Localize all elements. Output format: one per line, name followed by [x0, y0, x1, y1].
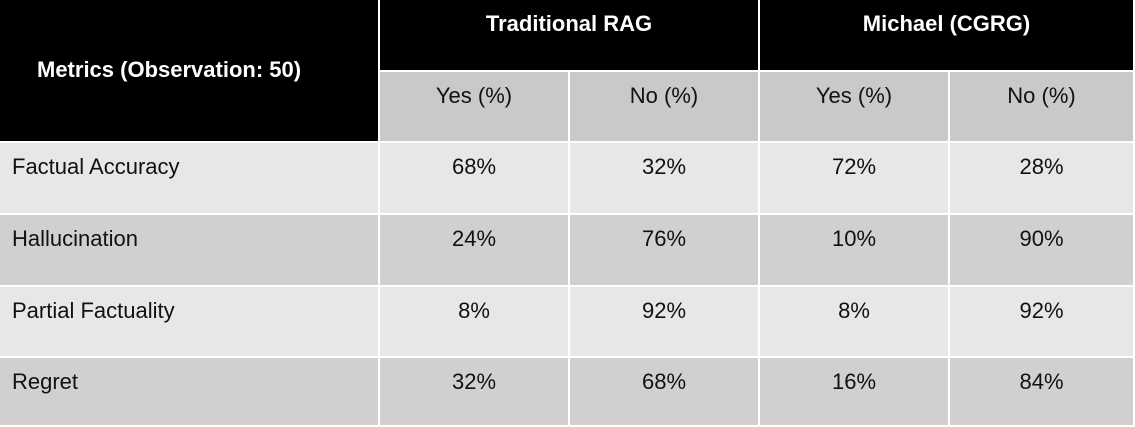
row-label: Hallucination [0, 215, 378, 285]
subheader: Yes (%) [380, 72, 568, 141]
value-cell: 8% [380, 287, 568, 356]
value-cell: 32% [380, 358, 568, 425]
group-header: Michael (CGRG) [760, 0, 1133, 70]
row-label: Partial Factuality [0, 287, 378, 356]
row-label: Factual Accuracy [0, 143, 378, 213]
value-cell: 32% [570, 143, 758, 213]
value-cell: 92% [950, 287, 1133, 356]
subheader: Yes (%) [760, 72, 948, 141]
value-cell: 68% [380, 143, 568, 213]
value-cell: 76% [570, 215, 758, 285]
subheader: No (%) [950, 72, 1133, 141]
value-cell: 90% [950, 215, 1133, 285]
value-cell: 28% [950, 143, 1133, 213]
value-cell: 68% [570, 358, 758, 425]
value-cell: 72% [760, 143, 948, 213]
subheader: No (%) [570, 72, 758, 141]
value-cell: 10% [760, 215, 948, 285]
value-cell: 16% [760, 358, 948, 425]
value-cell: 8% [760, 287, 948, 356]
metrics-header: Metrics (Observation: 50) [0, 0, 378, 141]
row-label: Regret [0, 358, 378, 425]
group-header: Traditional RAG [380, 0, 758, 70]
value-cell: 24% [380, 215, 568, 285]
value-cell: 92% [570, 287, 758, 356]
value-cell: 84% [950, 358, 1133, 425]
